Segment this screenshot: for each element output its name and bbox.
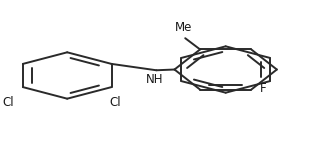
- Text: Me: Me: [175, 21, 192, 34]
- Text: F: F: [260, 82, 266, 95]
- Text: Cl: Cl: [109, 96, 121, 109]
- Text: NH: NH: [146, 74, 163, 87]
- Text: Cl: Cl: [2, 96, 14, 109]
